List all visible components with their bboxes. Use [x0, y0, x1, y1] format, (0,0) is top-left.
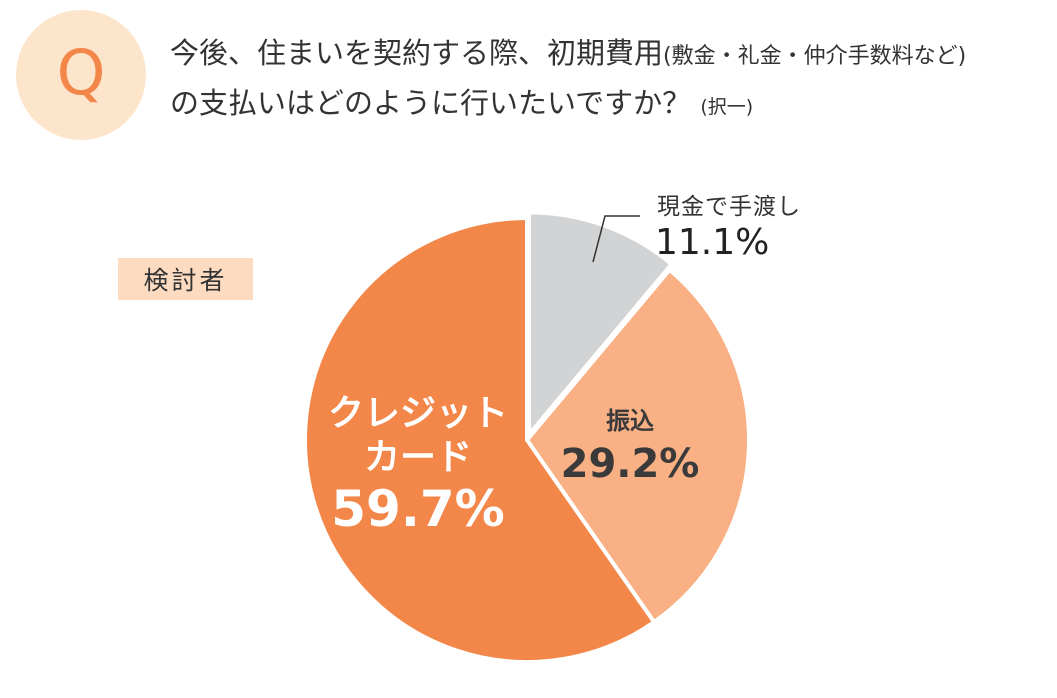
respondent-badge: 検討者 — [118, 258, 253, 300]
cash-label: 現金で手渡し 11.1% — [655, 194, 801, 263]
transfer-slice — [524, 267, 751, 625]
cash-leader-line — [592, 215, 640, 263]
transfer-label: 振込 29.2% — [560, 407, 700, 487]
question-line-2: の支払いはどのように行いたいですか？ (択一) — [170, 86, 754, 120]
cash-slice — [527, 210, 675, 440]
credit-card-slice — [303, 215, 657, 664]
question-icon: Q — [16, 10, 146, 140]
question-line-1: 今後、住まいを契約する際、初期費用(敷金・礼金・仲介手数料など) — [170, 36, 967, 70]
credit-card-label: クレジット カード 59.7% — [327, 393, 508, 538]
question-text: 今後、住まいを契約する際、初期費用(敷金・礼金・仲介手数料など) の支払いはどの… — [170, 30, 966, 131]
q-letter: Q — [56, 36, 106, 109]
